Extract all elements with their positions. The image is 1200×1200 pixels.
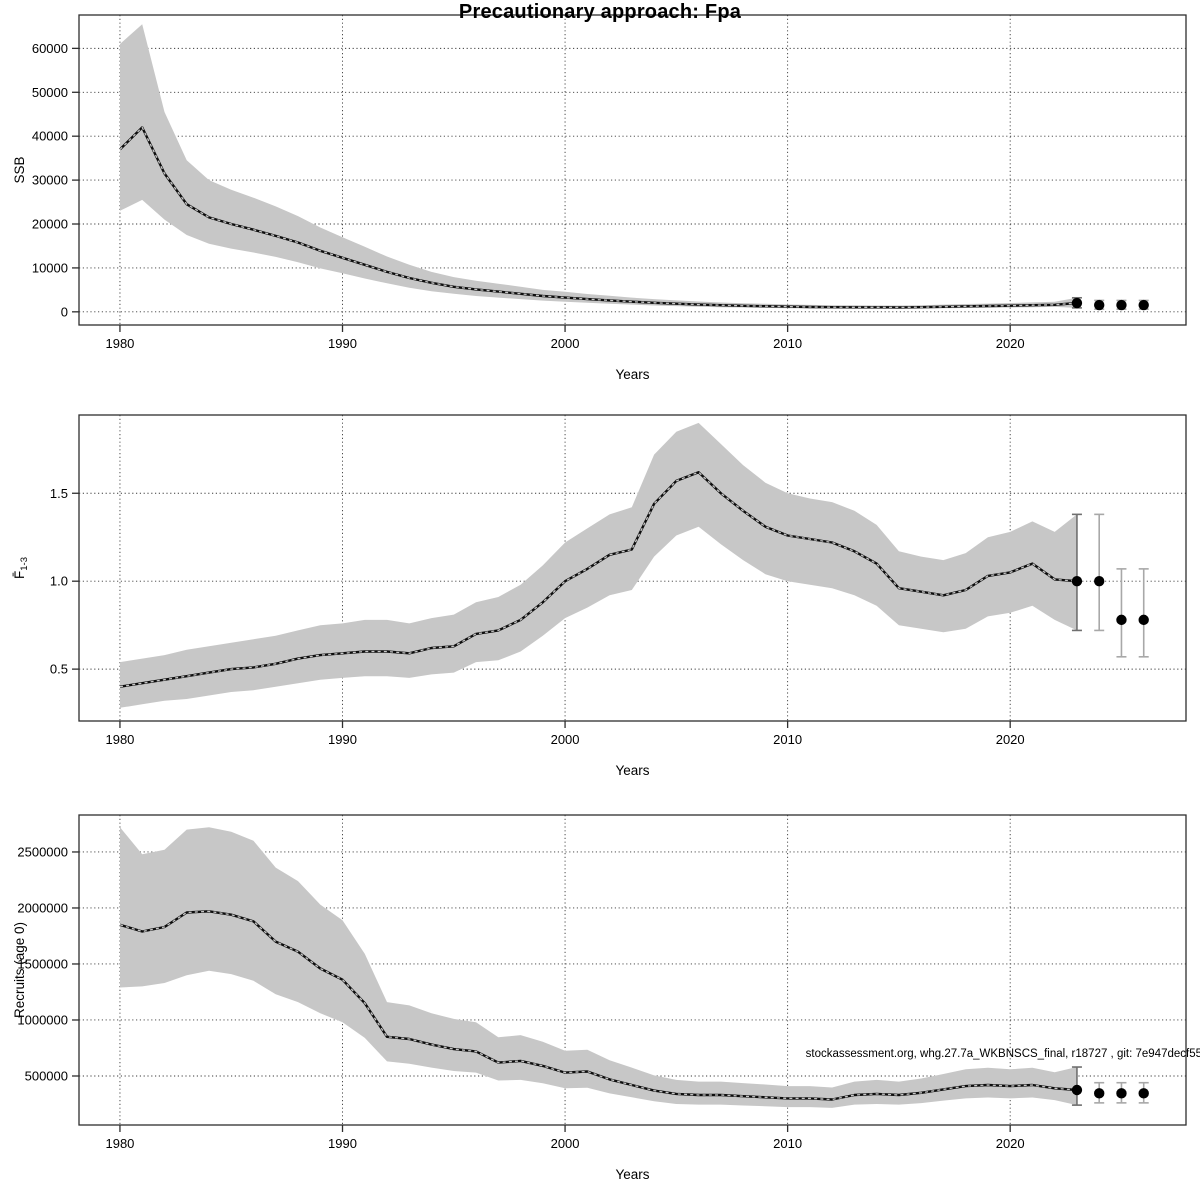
y-tick-label: 20000 (32, 217, 68, 232)
x-tick-label: 2020 (996, 336, 1025, 351)
forecast-point (1116, 614, 1127, 626)
y-tick-label: 30000 (32, 173, 68, 188)
panel-ssb: 1980 1990 2000 2010 2020 0 10000 20000 30000 4000… (12, 14, 1187, 382)
forecast-point (1138, 299, 1149, 311)
forecast-error-bar (1071, 513, 1082, 632)
median-line-dash (119, 910, 1077, 1101)
forecast-point (1094, 575, 1105, 587)
y-tick-label: 10000 (32, 260, 68, 275)
axes: 1980 1990 2000 2010 2020 500000 1000000 1500000… (12, 844, 1025, 1182)
x-axis-label: Years (615, 367, 649, 382)
y-tick-label: 0.5 (50, 662, 68, 677)
x-tick-label: 1980 (105, 732, 134, 747)
y-tick-label: 2000000 (17, 900, 68, 915)
y-tick-label: 2500000 (17, 844, 68, 859)
x-tick-label: 2010 (773, 1136, 802, 1151)
y-tick-label: 50000 (32, 85, 68, 100)
y-tick-label: 1.5 (50, 486, 68, 501)
forecast-point (1071, 1084, 1083, 1096)
y-axis-label: Recruits (age 0) (12, 922, 27, 1018)
forecast-error-bar (1138, 568, 1149, 658)
x-axis-label: Years (615, 1167, 649, 1182)
axes: 1980 1990 2000 2010 2020 0.5 1.0 1.5 Years F̄1-3 (12, 486, 1025, 778)
y-tick-label: 40000 (32, 129, 68, 144)
forecast-point (1116, 1088, 1127, 1099)
panel-fbar: 1980 1990 2000 2010 2020 0.5 1.0 1.5 Years F̄1-3 (12, 414, 1187, 778)
forecast-point (1116, 299, 1127, 311)
forecast-point (1094, 299, 1105, 311)
x-tick-label: 2010 (773, 336, 802, 351)
confidence-band (120, 422, 1077, 708)
gridlines (79, 15, 1186, 325)
x-tick-label: 2000 (551, 336, 580, 351)
x-tick-label: 2020 (996, 1136, 1025, 1151)
y-tick-label: 0 (61, 304, 68, 319)
confidence-band (120, 24, 1077, 309)
plot-border (78, 814, 1187, 1126)
y-tick-label: 1500000 (17, 956, 68, 971)
x-tick-label: 1990 (328, 732, 357, 747)
x-tick-label: 2010 (773, 732, 802, 747)
watermark-annotation: stockassessment.org, whg.27.7a_WKBNSCS_f… (806, 1048, 1200, 1060)
x-tick-label: 1990 (328, 1136, 357, 1151)
y-axis-label: SSB (12, 156, 27, 183)
x-axis-label: Years (615, 763, 649, 778)
plot-border (78, 414, 1187, 722)
forecast-error-bar (1094, 513, 1105, 632)
forecast-point (1094, 1088, 1105, 1099)
x-tick-label: 1980 (105, 1136, 134, 1151)
confidence-band (120, 827, 1077, 1108)
y-tick-label: 500000 (25, 1068, 68, 1083)
x-tick-label: 2000 (551, 732, 580, 747)
x-tick-label: 1980 (105, 336, 134, 351)
x-tick-label: 1990 (328, 336, 357, 351)
y-tick-label: 1.0 (50, 574, 68, 589)
forecast-point (1138, 1088, 1149, 1099)
forecast-point (1071, 575, 1083, 587)
median-line-dash (119, 126, 1077, 309)
y-tick-label: 60000 (32, 41, 68, 56)
panel-recruits: stockassessment.org, whg.27.7a_WKBNSCS_f… (12, 814, 1200, 1182)
y-axis-label: F̄1-3 (12, 557, 30, 579)
forecast-error-bar (1116, 568, 1127, 658)
forecast-point (1071, 297, 1083, 309)
x-tick-label: 2020 (996, 732, 1025, 747)
y-axis-label-subscript: 1-3 (19, 557, 30, 571)
chart-title: Precautionary approach: Fpa (458, 1, 742, 23)
y-tick-label: 1000000 (17, 1012, 68, 1027)
plot-border (78, 14, 1187, 326)
median-line-dash (119, 471, 1077, 688)
x-tick-label: 2000 (551, 1136, 580, 1151)
forecast-point (1138, 614, 1149, 626)
axes: 1980 1990 2000 2010 2020 0 10000 20000 30000 4000… (12, 41, 1025, 382)
